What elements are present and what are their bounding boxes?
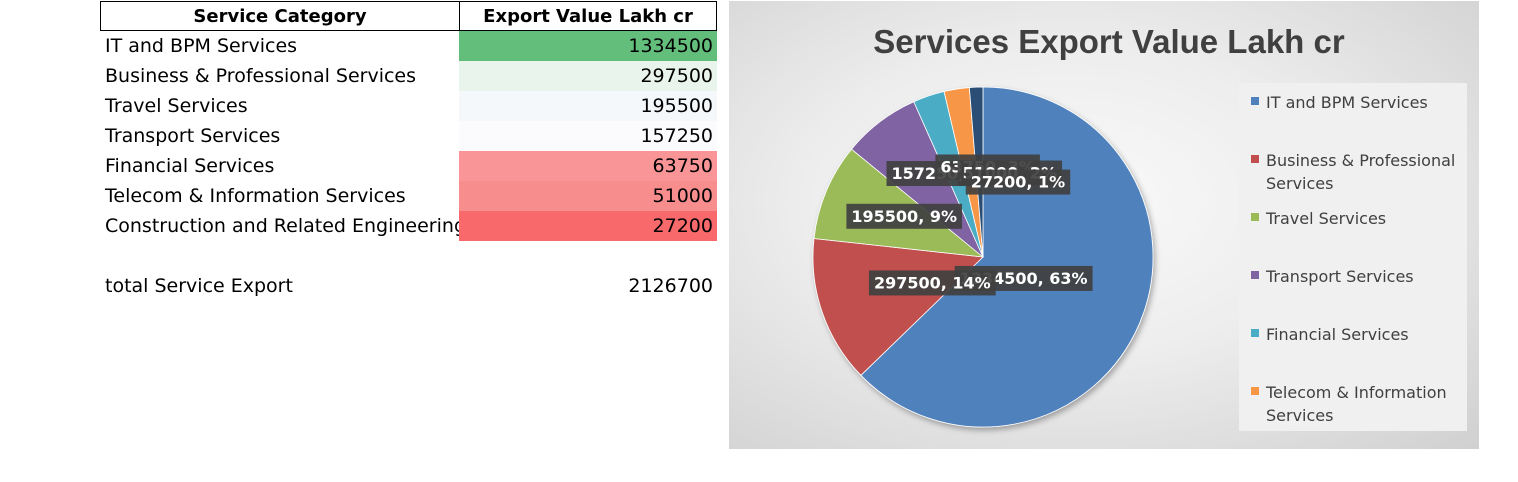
category-cell[interactable]: IT and BPM Services [105,35,298,57]
total-row: total Service Export 2126700 [100,271,717,301]
value-cell[interactable]: 1334500 [459,31,717,61]
table-row: Travel Services 195500 [100,91,717,121]
legend-swatch [1251,271,1259,279]
value-cell[interactable]: 157250 [459,121,717,151]
svg-text:27200, 1%: 27200, 1% [971,173,1065,192]
table-row: Financial Services 63750 [100,151,717,181]
legend-label: Business & Professional Services [1266,151,1456,193]
table-row: Telecom & Information Services 51000 [100,181,717,211]
category-cell[interactable]: Transport Services [105,125,281,147]
table-row: IT and BPM Services 1334500 [100,31,717,61]
header-export-value[interactable]: Export Value Lakh cr [459,1,717,31]
pie-chart: 1334500, 63%297500, 14%195500, 9%157250,… [812,86,1154,428]
svg-text:195500, 9%: 195500, 9% [851,207,957,226]
chart-legend: IT and BPM Services Business & Profession… [1239,83,1467,431]
legend-label: Telecom & Information Services [1266,383,1447,425]
legend-item[interactable]: Financial Services [1251,323,1461,346]
legend-swatch [1251,329,1259,337]
legend-swatch [1251,155,1259,163]
legend-item[interactable]: Business & Professional Services [1251,149,1461,195]
header-service-category[interactable]: Service Category [100,1,460,31]
pie-slice[interactable] [813,148,985,258]
legend-swatch [1251,97,1259,105]
value-cell[interactable]: 63750 [459,151,717,181]
spreadsheet: Service Category Export Value Lakh cr IT… [0,0,720,482]
category-cell[interactable]: Financial Services [105,155,275,177]
legend-label: Transport Services [1266,267,1414,286]
value-cell[interactable]: 195500 [459,91,717,121]
value-cell[interactable]: 297500 [459,61,717,91]
legend-item[interactable]: Telecom & Information Services [1251,381,1461,427]
category-cell[interactable]: Travel Services [105,95,248,117]
chart-title: Services Export Value Lakh cr [873,23,1345,60]
legend-swatch [1251,213,1259,221]
data-label: 27200, 1% [965,169,1071,195]
table-row: Transport Services 157250 [100,121,717,151]
legend-item[interactable]: Transport Services [1251,265,1461,288]
table-row: Business & Professional Services 297500 [100,61,717,91]
legend-label: Financial Services [1266,325,1409,344]
legend-label: IT and BPM Services [1266,93,1428,112]
total-label-cell[interactable]: total Service Export [105,275,293,297]
category-cell[interactable]: Construction and Related Engineering [105,215,466,237]
pie-chart-area[interactable]: Services Export Value Lakh cr 1334500, 6… [729,1,1479,449]
svg-text:297500, 14%: 297500, 14% [874,273,991,292]
table-row: Construction and Related Engineering 272… [100,211,717,241]
data-label: 297500, 14% [868,270,996,296]
value-cell[interactable]: 51000 [459,181,717,211]
pie-slice[interactable] [860,86,1154,428]
legend-swatch [1251,387,1259,395]
value-cell[interactable]: 27200 [459,211,717,241]
data-label: 195500, 9% [846,203,963,229]
legend-item[interactable]: Travel Services [1251,207,1461,230]
legend-item[interactable]: IT and BPM Services [1251,91,1461,114]
total-value-cell[interactable]: 2126700 [628,275,713,297]
category-cell[interactable]: Telecom & Information Services [105,185,406,207]
legend-label: Travel Services [1266,209,1387,228]
category-cell[interactable]: Business & Professional Services [105,65,417,87]
